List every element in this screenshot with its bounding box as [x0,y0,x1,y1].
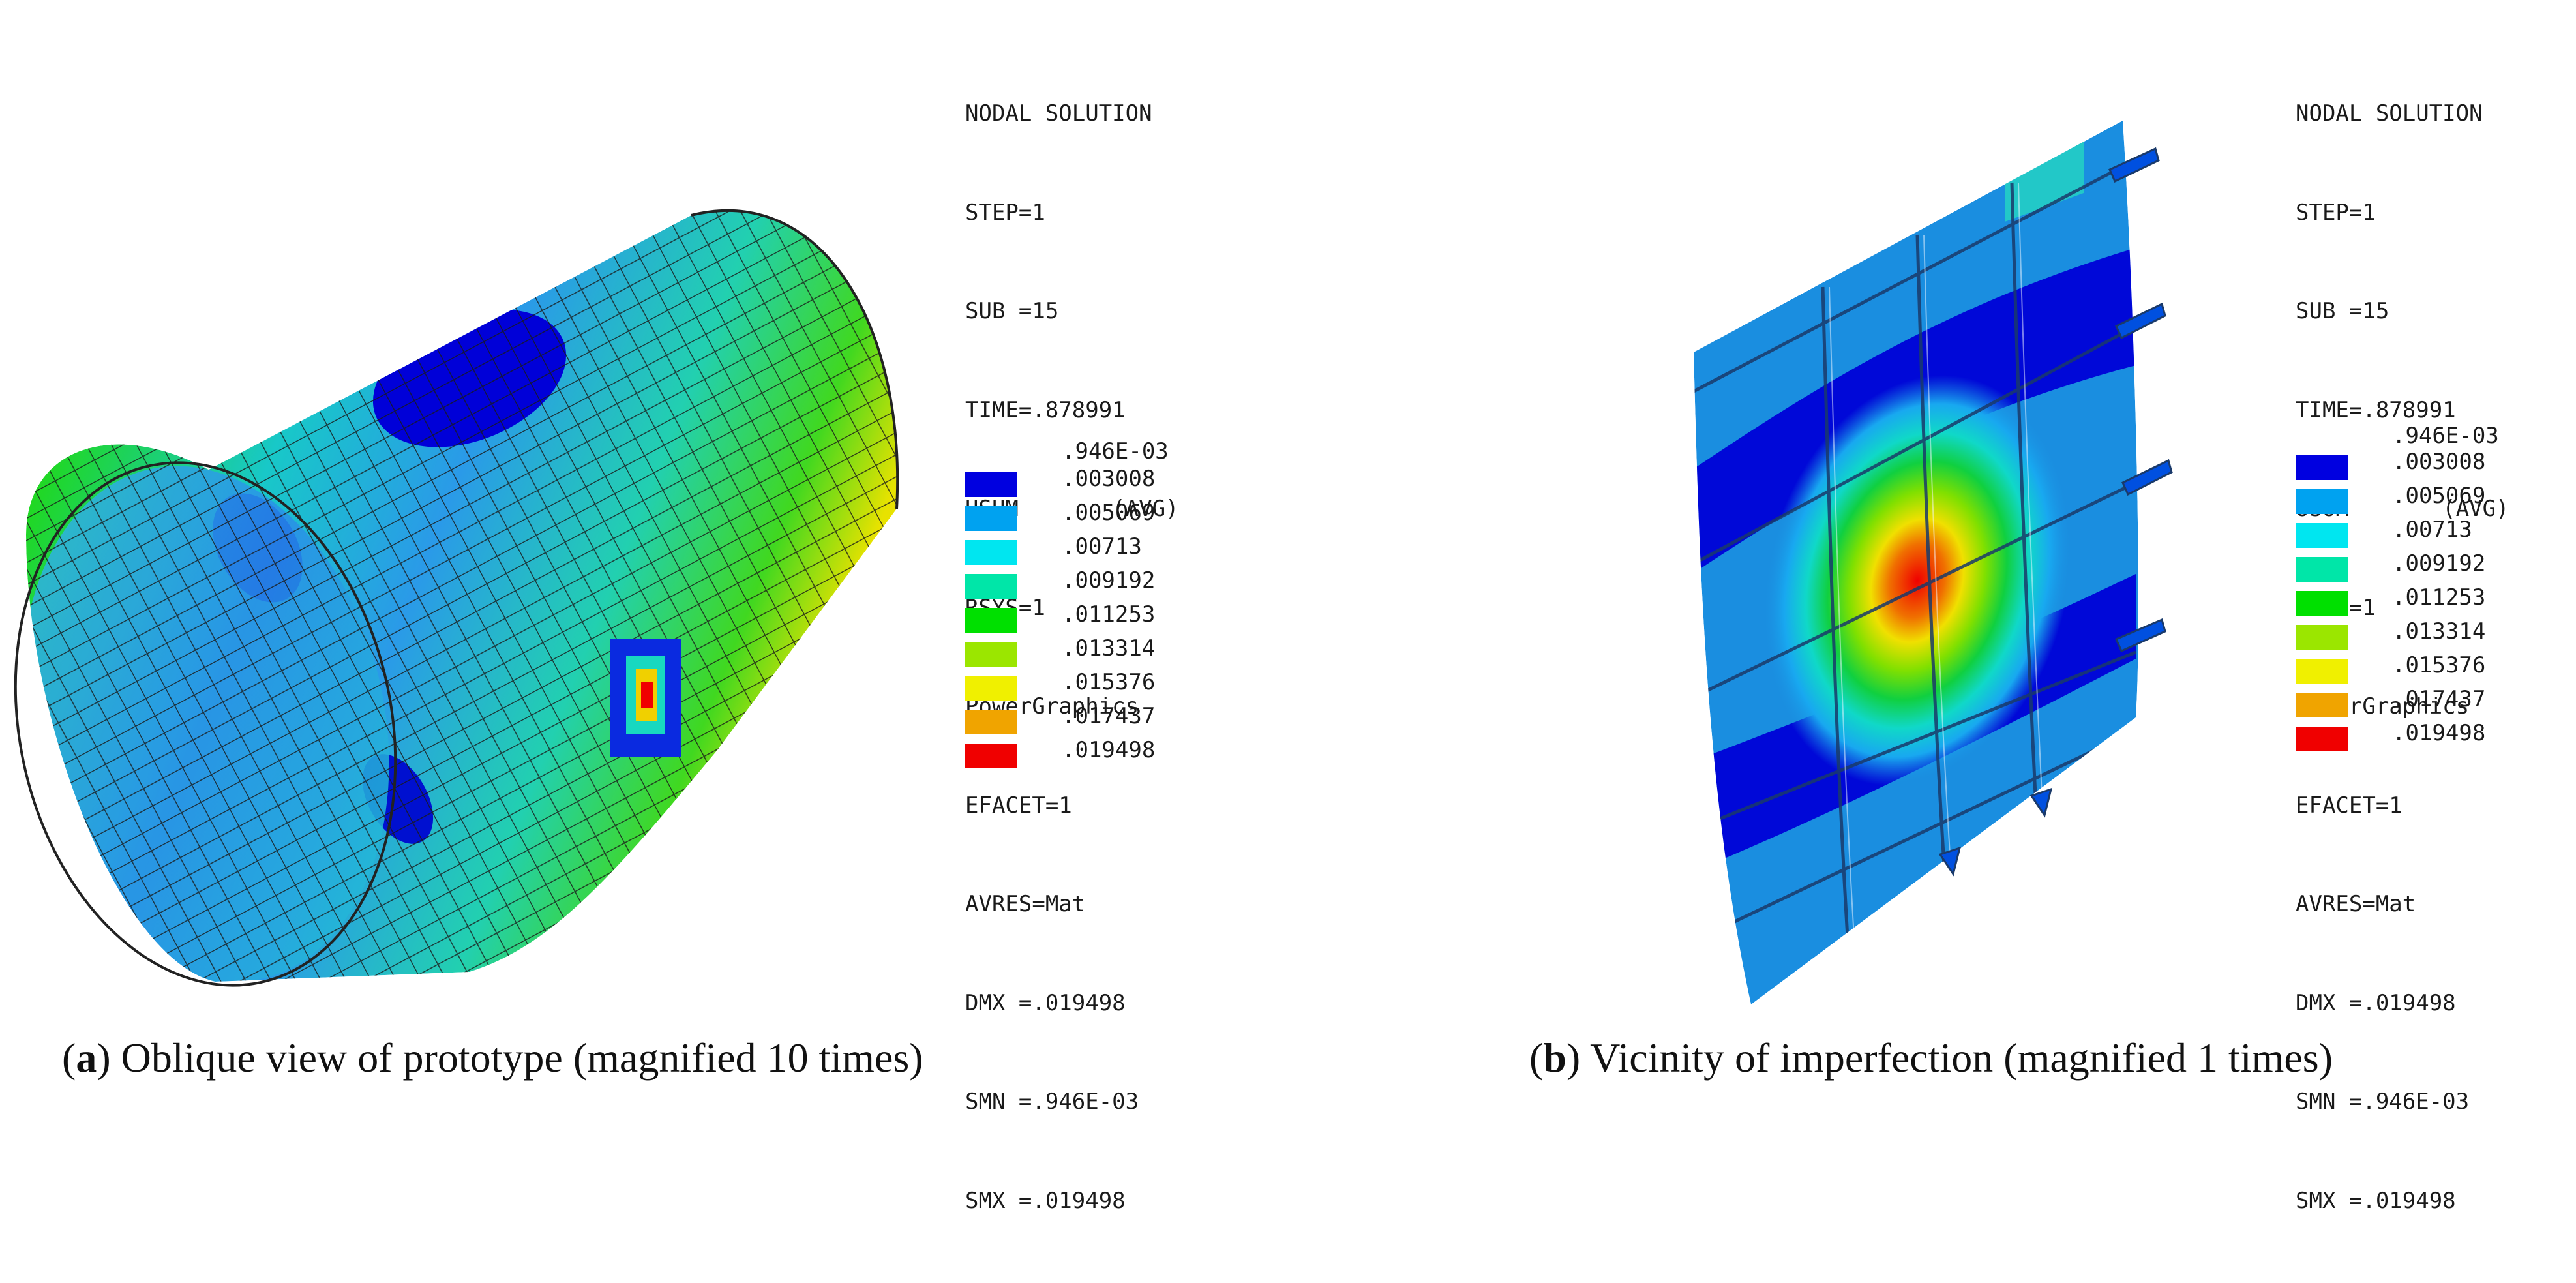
scale-row: .015376 [2296,652,2569,687]
panel-contour-plot [1694,121,2173,1004]
legend-line: SMN =.946E-03 [965,1089,1139,1115]
scale-value: .003008 [2392,449,2486,475]
scale-row: .017437 [2296,686,2569,721]
scale-value: .015376 [2392,652,2486,678]
scale-swatch [965,642,1017,667]
scale-value: .017437 [2392,686,2486,712]
legend-line: DMX =.019498 [2296,989,2456,1016]
scale-value: .019498 [1062,737,1156,763]
scale-row: .005069 [2296,483,2569,518]
scale-swatch [965,540,1017,565]
legend-line: DMX =.019498 [965,989,1126,1016]
scale-swatch [2296,659,2348,684]
legend-line: TIME=.878991 [2296,397,2456,423]
scale-swatch [2296,523,2348,548]
caption-letter: b [1543,1034,1566,1081]
caption-text: Oblique view of prototype (magnified 10 … [121,1034,923,1081]
scale-value: .00713 [2392,517,2472,543]
scale-value: .005069 [2392,483,2486,509]
legend-line: EFACET=1 [2296,792,2403,819]
legend-line: NODAL SOLUTION [2296,100,2483,127]
scale-value: .011253 [1062,601,1156,627]
scale-swatch [965,710,1017,734]
scale-swatch [965,574,1017,599]
scale-swatch [965,472,1017,497]
scale-swatch [965,744,1017,768]
scale-value: .011253 [2392,584,2486,611]
scale-swatch [2296,625,2348,650]
scale-swatch [2296,591,2348,616]
scale-value: .017437 [1062,703,1156,729]
scale-min-label: .946E-03 [2392,423,2499,449]
scale-value: .003008 [1062,466,1156,492]
legend-line: SUB =15 [2296,298,2389,324]
scale-row: .015376 [965,669,1239,704]
scale-row: .019498 [965,737,1239,772]
caption-letter: a [76,1034,97,1081]
scale-row: .003008 [2296,449,2569,484]
scale-swatch [2296,557,2348,582]
caption-b: (b) Vicinity of imperfection (magnified … [1529,1034,2333,1081]
cylinder-contour-plot [14,209,899,987]
imperfection-hotspot [610,639,681,757]
panel-a: NODAL SOLUTION STEP=1 SUB =15 TIME=.8789… [0,0,1288,1214]
scale-row: .009192 [2296,551,2569,586]
panel-b: NODAL SOLUTION STEP=1 SUB =15 TIME=.8789… [1288,0,2576,1214]
legend-line: STEP=1 [2296,199,2376,226]
legend-line: AVRES=Mat [965,891,1086,917]
scale-swatch [2296,489,2348,514]
scale-swatch [965,506,1017,531]
scale-row: .005069 [965,500,1239,535]
legend-line: TIME=.878991 [965,397,1126,423]
scale-swatch [965,608,1017,633]
scale-row: .009192 [965,567,1239,603]
scale-swatch [2296,693,2348,717]
scale-row: .011253 [965,601,1239,637]
scale-row: .00713 [965,534,1239,569]
scale-value: .019498 [2392,720,2486,746]
caption-text: Vicinity of imperfection (magnified 1 ti… [1590,1034,2333,1081]
scale-row: .017437 [965,703,1239,738]
scale-row: .019498 [2296,720,2569,755]
legend-line: SMX =.019498 [2296,1187,2456,1214]
scale-value: .005069 [1062,500,1156,526]
caption-a: (a) Oblique view of prototype (magnified… [62,1034,923,1081]
legend-line: NODAL SOLUTION [965,100,1152,127]
scale-value: .009192 [1062,567,1156,594]
legend-line: AVRES=Mat [2296,891,2416,917]
scale-value: .015376 [1062,669,1156,695]
imperfection-hotspot [1762,375,2073,786]
scale-value: .009192 [2392,551,2486,577]
scale-value: .00713 [1062,534,1142,560]
legend-line: STEP=1 [965,199,1045,226]
scale-row: .011253 [2296,584,2569,620]
legend-line: SUB =15 [965,298,1059,324]
legend-line: SMX =.019498 [965,1187,1126,1214]
scale-swatch [2296,727,2348,751]
scale-value: .013314 [1062,635,1156,661]
scale-min-label: .946E-03 [1062,438,1169,464]
scale-swatch [2296,455,2348,480]
scale-value: .013314 [2392,618,2486,644]
scale-row: .013314 [2296,618,2569,654]
legend-line: SMN =.946E-03 [2296,1089,2470,1115]
scale-row: .013314 [965,635,1239,671]
scale-swatch [965,676,1017,701]
scale-row: .00713 [2296,517,2569,552]
legend-line: EFACET=1 [965,792,1072,819]
scale-row: .003008 [965,466,1239,501]
